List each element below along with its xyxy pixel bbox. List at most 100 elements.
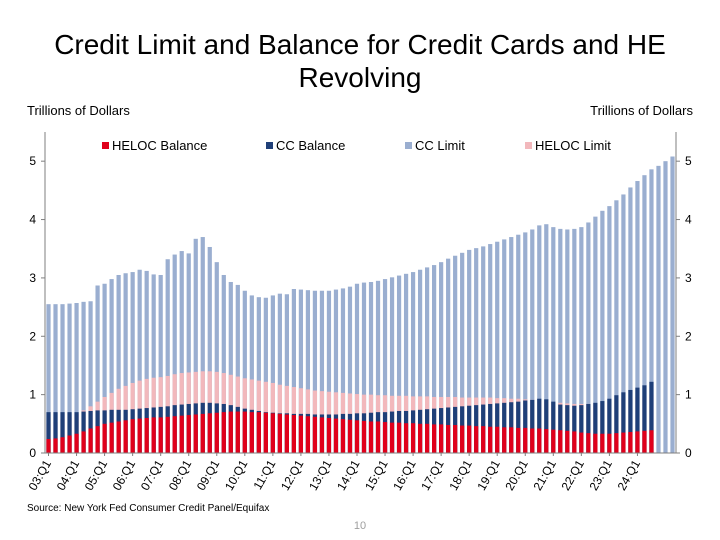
heloc-balance-bar bbox=[242, 411, 247, 453]
x-tick-label: 06:Q1 bbox=[110, 457, 139, 493]
heloc-balance-bar bbox=[88, 428, 93, 453]
cc-limit-bar bbox=[460, 252, 465, 453]
cc-limit-bar bbox=[361, 282, 367, 453]
cc-limit-bar bbox=[235, 284, 240, 453]
cc-limit-bar bbox=[207, 246, 212, 453]
heloc-balance-bar bbox=[502, 427, 507, 453]
heloc-balance-bar bbox=[67, 435, 72, 453]
x-tick-label: 23:Q1 bbox=[587, 457, 616, 493]
heloc-balance-bar bbox=[460, 425, 465, 453]
heloc-limit-legend-swatch bbox=[525, 142, 532, 149]
heloc-balance-bar bbox=[305, 416, 311, 453]
heloc-balance-bar bbox=[474, 426, 479, 453]
cc-balance-bar bbox=[642, 385, 647, 453]
x-tick-label: 19:Q1 bbox=[474, 457, 503, 493]
heloc-balance-bar bbox=[347, 419, 353, 453]
x-tick-label: 10:Q1 bbox=[222, 457, 251, 493]
y-axis-unit-left: Trillions of Dollars bbox=[27, 103, 130, 118]
cc-limit-bar bbox=[481, 246, 486, 453]
cc-balance-legend-label: CC Balance bbox=[276, 138, 345, 153]
heloc-balance-bar bbox=[200, 413, 205, 453]
heloc-balance-bar bbox=[495, 426, 500, 453]
x-tick-label: 05:Q1 bbox=[82, 457, 111, 493]
cc-limit-bar bbox=[144, 270, 149, 453]
cc-limit-bar bbox=[46, 304, 51, 453]
heloc-balance-bar bbox=[446, 424, 451, 453]
chart-title: Credit Limit and Balance for Credit Card… bbox=[54, 29, 666, 93]
y-tick-label-right: 0 bbox=[685, 446, 692, 460]
heloc-balance-bar bbox=[516, 427, 521, 453]
heloc-balance-bar bbox=[551, 429, 556, 453]
x-tick-label: 08:Q1 bbox=[166, 457, 195, 493]
cc-limit-bar bbox=[642, 175, 647, 453]
cc-limit-bar bbox=[60, 304, 65, 453]
cc-limit-bar bbox=[319, 290, 325, 453]
cc-balance-bar bbox=[593, 402, 598, 453]
x-tick-label: 24:Q1 bbox=[615, 457, 644, 493]
heloc-balance-bar bbox=[179, 415, 184, 453]
cc-limit-bar bbox=[614, 200, 619, 453]
cc-limit-bar bbox=[67, 303, 72, 453]
cc-limit-bar bbox=[228, 281, 233, 453]
cc-limit-bar bbox=[326, 290, 332, 453]
cc-limit-bar bbox=[165, 259, 170, 453]
page-number: 10 bbox=[353, 520, 367, 532]
heloc-balance-bar bbox=[586, 433, 591, 453]
cc-limit-bar bbox=[95, 285, 100, 453]
x-tick-label: 16:Q1 bbox=[390, 457, 419, 493]
cc-limit-bar bbox=[81, 301, 86, 453]
heloc-balance-bar bbox=[368, 421, 374, 453]
cc-limit-bar bbox=[621, 194, 626, 453]
cc-balance-bar bbox=[628, 389, 633, 453]
y-tick-label-left: 5 bbox=[29, 154, 36, 168]
heloc-balance-bar bbox=[165, 416, 170, 453]
heloc-balance-bar bbox=[417, 423, 423, 453]
cc-limit-bar bbox=[333, 289, 339, 453]
cc-limit-bar bbox=[270, 295, 275, 453]
x-tick-label: 11:Q1 bbox=[250, 457, 278, 492]
y-tick-label-left: 0 bbox=[29, 446, 36, 460]
heloc-balance-bar bbox=[375, 421, 381, 453]
cc-balance-bar bbox=[600, 401, 605, 453]
cc-limit-legend-swatch bbox=[405, 142, 412, 149]
cc-limit-bar bbox=[74, 303, 79, 453]
x-tick-label: 15:Q1 bbox=[362, 457, 391, 493]
cc-limit-bar bbox=[123, 273, 128, 453]
heloc-balance-bar bbox=[277, 413, 282, 453]
heloc-balance-bar bbox=[340, 419, 346, 453]
heloc-balance-bar bbox=[158, 417, 163, 453]
cc-limit-bar bbox=[565, 229, 570, 453]
heloc-balance-bar bbox=[81, 431, 86, 453]
heloc-balance-bar bbox=[382, 422, 388, 453]
cc-limit-bar bbox=[579, 227, 584, 453]
heloc-balance-bar bbox=[537, 428, 542, 453]
cc-limit-bar bbox=[151, 274, 156, 453]
x-tick-label: 14:Q1 bbox=[334, 457, 363, 493]
x-tick-label: 04:Q1 bbox=[54, 457, 83, 493]
x-tick-label: 17:Q1 bbox=[418, 457, 447, 493]
cc-limit-bar bbox=[663, 161, 668, 453]
cc-limit-bar bbox=[495, 241, 500, 453]
cc-limit-bar bbox=[53, 304, 58, 453]
cc-limit-bar bbox=[179, 251, 184, 453]
cc-balance-bar bbox=[614, 395, 619, 453]
cc-limit-bar bbox=[256, 297, 261, 453]
cc-balance-bar bbox=[572, 405, 577, 453]
heloc-balance-bar bbox=[284, 414, 289, 453]
cc-balance-bar bbox=[523, 400, 528, 453]
cc-limit-bar bbox=[375, 280, 381, 453]
heloc-balance-bar bbox=[488, 426, 493, 453]
heloc-balance-bar bbox=[221, 412, 226, 453]
cc-limit-bar bbox=[214, 262, 219, 453]
heloc-balance-bar bbox=[453, 424, 458, 453]
heloc-balance-bar bbox=[228, 411, 233, 453]
cc-limit-bar bbox=[417, 269, 423, 453]
heloc-balance-bar bbox=[439, 424, 444, 453]
cc-limit-bar bbox=[137, 269, 142, 453]
cc-balance-legend-swatch bbox=[266, 142, 273, 149]
heloc-balance-bar bbox=[509, 427, 514, 453]
heloc-balance-bar bbox=[46, 438, 51, 453]
heloc-balance-bar bbox=[467, 425, 472, 453]
cc-limit-bar bbox=[572, 228, 577, 453]
